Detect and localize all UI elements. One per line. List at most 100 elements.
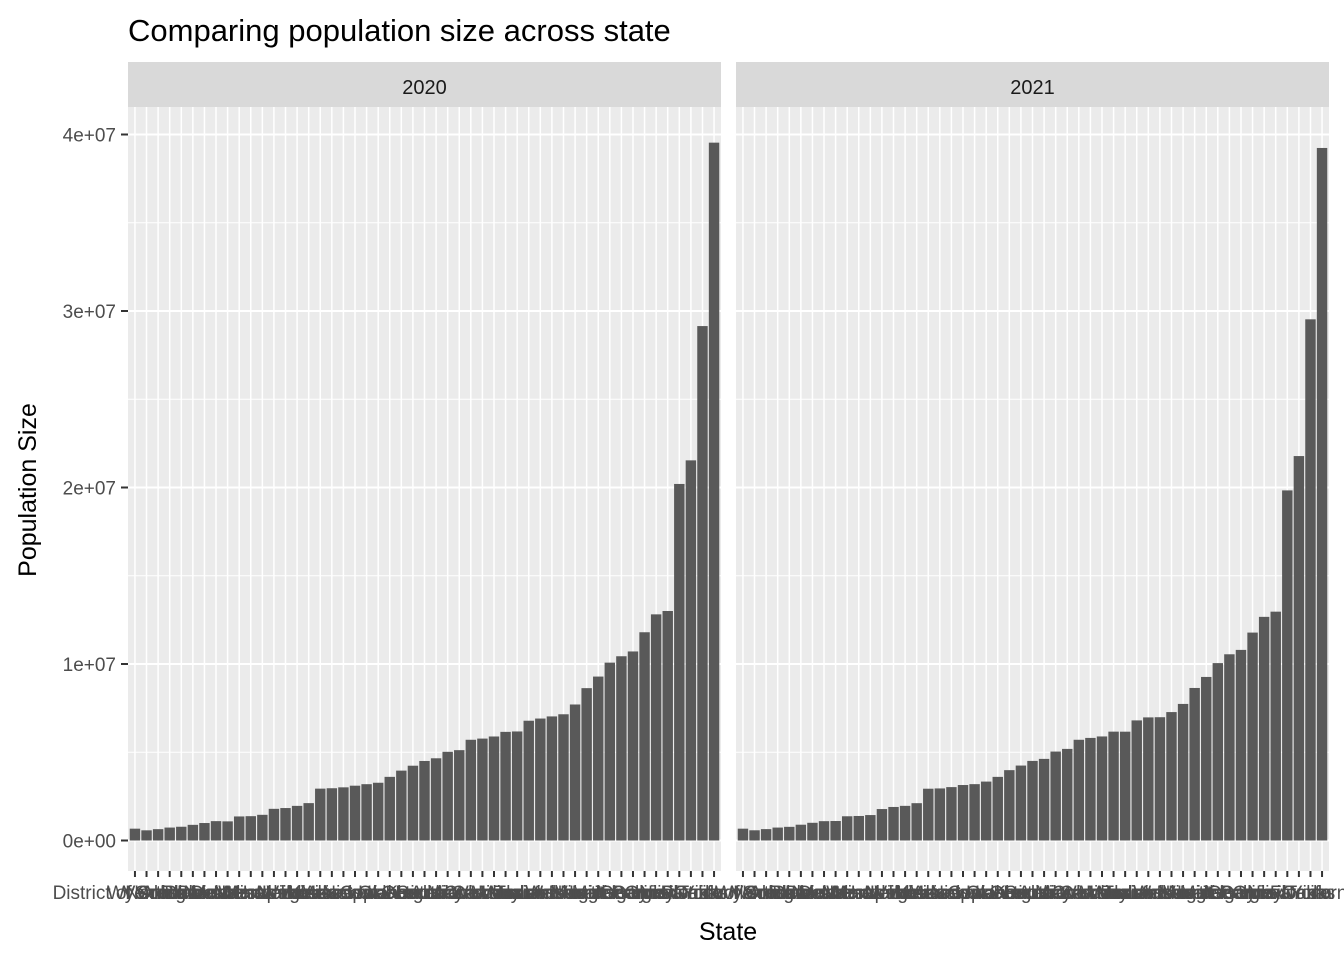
bar-iowa (361, 784, 372, 841)
bar-oklahoma (1004, 770, 1015, 841)
x-tick-label: Hawaii (842, 883, 899, 904)
x-tick-label: Minnesota (427, 883, 515, 904)
bar-district-of-columbia (737, 828, 749, 841)
bar-south-dakota (795, 824, 807, 841)
x-tick-label: Hawaii (234, 883, 291, 904)
bars (129, 142, 720, 841)
bar-alaska (164, 827, 175, 841)
bar-new-york (1282, 490, 1293, 841)
x-tick-label: New York (1247, 883, 1328, 904)
bar-nevada (349, 785, 361, 841)
x-tick-label: Ohio (624, 883, 664, 904)
bar-florida (1293, 456, 1305, 841)
bar-kentucky (419, 760, 430, 841)
x-tick-label: Vermont (731, 883, 802, 904)
x-tick-label: Oklahoma (358, 883, 445, 904)
x-tick-label: Connecticut (340, 883, 441, 904)
bar-north-dakota (784, 826, 795, 841)
x-tick-label: Maine (821, 883, 873, 904)
bar-washington (1177, 703, 1189, 841)
x-tick-label: District of Columbia (661, 883, 826, 904)
x-tick-label: Alabama (410, 883, 485, 904)
x-tick-label: California (674, 883, 755, 904)
bar-oklahoma (396, 770, 407, 841)
y-tick-label: 2e+07 (63, 479, 116, 500)
bar-michigan (1212, 663, 1224, 841)
bar-alaska (772, 827, 783, 841)
bar-minnesota (465, 739, 477, 841)
x-tick-label: Massachusetts (489, 883, 616, 904)
x-tick-label: Oklahoma (966, 883, 1053, 904)
bar-missouri (1108, 731, 1119, 841)
bar-kansas (315, 788, 326, 841)
bar-rhode-island (818, 821, 830, 841)
x-tick-label: New York (639, 883, 720, 904)
bar-mississippi (326, 788, 338, 841)
bar-west-virginia (876, 809, 888, 841)
x-tick-label: Minnesota (1035, 883, 1123, 904)
bar-mississippi (934, 788, 946, 841)
x-tick-label: New Mexico (865, 883, 968, 904)
x-tick-label: Arkansas (912, 883, 991, 904)
x-tick-label: Oregon (381, 883, 444, 904)
x-tick-label: Delaware (772, 883, 852, 904)
x-tick-label: Iowa (347, 883, 388, 904)
x-tick-label: District of Columbia (53, 883, 218, 904)
y-tick-label: 1e+07 (63, 655, 116, 676)
x-tick-label: Alaska (749, 883, 806, 904)
bar-texas (1305, 319, 1316, 841)
x-tick-label: North Dakota (125, 883, 237, 904)
x-tick-label: Virginia (1163, 883, 1226, 904)
y-tick-label: 4e+07 (63, 126, 116, 147)
bar-utah (980, 781, 992, 841)
bar-maryland (511, 731, 523, 841)
x-tick-label: West Virginia (218, 883, 330, 904)
bar-nebraska (899, 805, 911, 841)
bar-florida (685, 460, 697, 841)
x-tick-label: Kansas (289, 883, 352, 904)
bar-arkansas (946, 787, 957, 841)
bar-alabama (1050, 751, 1061, 841)
bar-tennessee (535, 718, 546, 841)
x-tick-label: South Carolina (1004, 883, 1130, 904)
bar-missouri (500, 731, 511, 841)
x-tick-label: Wyoming (107, 883, 186, 904)
bar-connecticut (384, 776, 395, 841)
x-tick-label: New Jersey (549, 883, 649, 904)
bar-arizona (558, 714, 569, 841)
bar-north-carolina (1224, 654, 1235, 841)
bar-indiana (1131, 720, 1142, 841)
x-tick-label: Pennsylvania (1219, 883, 1332, 904)
x-tick-label: Nebraska (864, 883, 946, 904)
x-tick-label: Nevada (930, 883, 996, 904)
x-tick-label: Indiana (1106, 883, 1169, 904)
x-tick-label: Wisconsin (1059, 883, 1146, 904)
bar-texas (697, 326, 708, 841)
x-tick-label: Montana (799, 883, 873, 904)
y-axis-title: Population Size (14, 403, 42, 577)
bar-georgia (1235, 649, 1247, 841)
x-tick-label: Oregon (989, 883, 1052, 904)
bar-delaware (807, 822, 818, 841)
x-tick-label: Kansas (897, 883, 960, 904)
bar-north-carolina (616, 656, 627, 841)
x-tick-label: North Dakota (733, 883, 845, 904)
bar-louisiana (1038, 758, 1050, 841)
bar-hawaii (865, 815, 876, 841)
x-tick-label: Illinois (630, 883, 683, 904)
bar-nebraska (291, 805, 303, 841)
bar-delaware (199, 823, 210, 841)
x-tick-label: Wyoming (715, 883, 794, 904)
bar-new-mexico (303, 803, 314, 841)
bar-wisconsin (488, 736, 500, 841)
x-tick-label: Maine (213, 883, 265, 904)
x-tick-label: Arizona (1139, 883, 1204, 904)
x-tick-label: Louisiana (395, 883, 477, 904)
bar-kentucky (1027, 760, 1038, 841)
y-tick-label: 0e+00 (63, 832, 116, 853)
x-tick-label: Idaho (262, 883, 310, 904)
x-tick-label: Massachusetts (1097, 883, 1224, 904)
x-tick-label: Louisiana (1003, 883, 1085, 904)
x-tick-label: Tennessee (494, 883, 586, 904)
bar-south-dakota (187, 824, 199, 841)
